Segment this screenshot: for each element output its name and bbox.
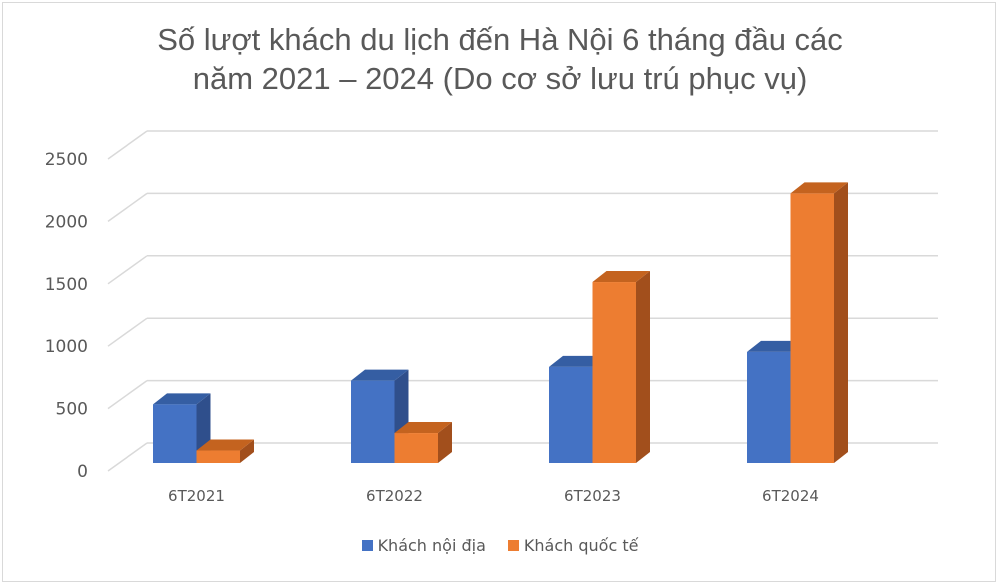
y-tick-label: 500 (56, 400, 88, 420)
x-category-label: 6T2023 (564, 487, 621, 505)
gridline-depth (107, 379, 148, 410)
legend-label-domestic: Khách nội địa (377, 536, 486, 555)
bar-international-6T2021 (196, 439, 254, 463)
y-tick-label: 2500 (45, 150, 88, 170)
gridline-depth (107, 442, 148, 472)
bar-domestic-6T2021 (153, 393, 211, 463)
x-category-label: 6T2022 (366, 487, 423, 505)
gridline-depth (107, 192, 148, 223)
x-category-label: 6T2021 (168, 487, 225, 505)
gridline-depth (107, 255, 148, 285)
bar-international-6T2022 (394, 422, 452, 463)
y-tick-label: 2000 (45, 212, 88, 232)
legend: Khách nội địa Khách quốc tế (0, 536, 1000, 555)
legend-swatch-domestic (361, 540, 373, 551)
legend-item-international: Khách quốc tế (507, 536, 639, 555)
bars (153, 182, 848, 463)
y-axis-labels: 0 500 1000 1500 2000 2500 (45, 150, 88, 482)
bar-international-6T2023 (592, 271, 650, 463)
chart-title-line-2: năm 2021 – 2024 (Do cơ sở lưu trú phục v… (192, 61, 808, 96)
chart-title: Số lượt khách du lịch đến Hà Nội 6 tháng… (0, 20, 1000, 98)
legend-item-domestic: Khách nội địa (361, 536, 486, 555)
y-tick-label: 1500 (45, 275, 88, 295)
x-axis-labels: 6T2021 6T2022 6T2023 6T2024 (168, 487, 819, 505)
chart-title-line-1: Số lượt khách du lịch đến Hà Nội 6 tháng… (157, 22, 843, 57)
y-tick-label: 1000 (45, 337, 88, 357)
legend-label-international: Khách quốc tế (523, 536, 639, 555)
y-tick-label: 0 (77, 462, 88, 482)
gridline-depth (107, 317, 148, 347)
bar-domestic-6T2022 (351, 369, 409, 463)
bar-international-6T2024 (790, 182, 848, 463)
gridline-depth (107, 130, 148, 160)
x-category-label: 6T2024 (762, 487, 819, 505)
legend-swatch-international (507, 540, 519, 551)
